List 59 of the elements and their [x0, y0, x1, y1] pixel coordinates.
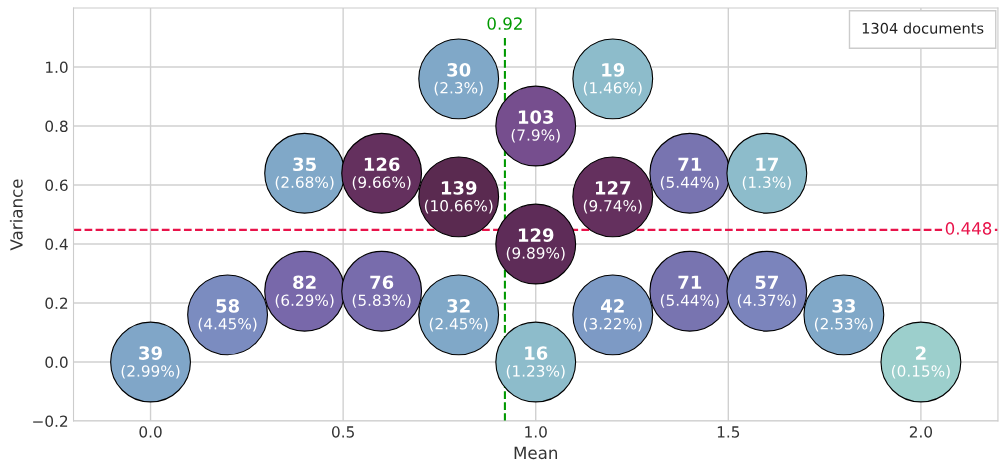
annotation: (4.37%)	[737, 294, 796, 308]
annotation: (9.74%)	[583, 199, 642, 214]
annotation: (10.66%)	[424, 199, 493, 214]
annotation: 42	[601, 299, 624, 313]
x-tick-label: 0.0	[139, 426, 162, 438]
x-tick-label: 1.5	[717, 426, 740, 438]
annotation: 39	[139, 346, 162, 360]
annotation: (0.15%)	[891, 364, 950, 379]
x-tick-label: 2.0	[909, 426, 933, 438]
annotation: (5.83%)	[352, 294, 411, 308]
y-tick-label: 0.2	[45, 297, 68, 310]
y-tick-label: 0.6	[45, 179, 68, 192]
annotation: 58	[216, 299, 240, 313]
annotation: 33	[832, 299, 855, 313]
annotation: (5.44%)	[660, 294, 719, 308]
annotation: (2.99%)	[121, 364, 180, 379]
annotation: 16	[525, 346, 548, 360]
annotation: 17	[756, 157, 778, 171]
annotation: (6.29%)	[275, 294, 334, 308]
x-axis-title: Mean	[514, 446, 558, 460]
ref-line-label: 0.448	[945, 222, 992, 235]
y-tick-label: 0.4	[45, 238, 68, 251]
annotation: 30	[447, 63, 471, 77]
annotation: 139	[441, 181, 477, 195]
annotation: (2.45%)	[429, 317, 488, 332]
annotation: 129	[518, 228, 554, 242]
annotation: 32	[447, 299, 470, 313]
annotation: 71	[678, 157, 702, 171]
annotation: (2.53%)	[814, 317, 873, 332]
y-tick-label: 0.0	[45, 356, 68, 369]
y-tick-label: 1.0	[46, 61, 68, 74]
annotation: (1.23%)	[506, 364, 565, 379]
annotation: 126	[364, 157, 400, 172]
annotation: (3.22%)	[583, 317, 642, 332]
y-tick-label: 0.8	[45, 120, 68, 133]
annotation: (9.89%)	[506, 246, 565, 261]
annotation: (7.9%)	[511, 128, 560, 143]
annotation: (9.66%)	[352, 176, 411, 190]
y-tick-label: −0.2	[33, 415, 68, 428]
annotation: 2	[916, 346, 926, 360]
annotation: (2.68%)	[275, 176, 334, 190]
annotation: 35	[293, 157, 316, 172]
annotation: 103	[518, 110, 554, 124]
annotation: (1.46%)	[583, 81, 642, 96]
annotation: 76	[370, 275, 394, 290]
annotation: (4.45%)	[198, 317, 257, 332]
y-axis-title: Variance	[9, 179, 23, 251]
ref-line-label: 0.92	[487, 17, 522, 30]
annotation: 82	[293, 275, 316, 290]
annotation: 57	[755, 275, 778, 290]
annotation: 71	[678, 275, 702, 289]
x-tick-label: 1.0	[525, 426, 547, 438]
annotation: (1.3%)	[742, 176, 791, 190]
x-tick-label: 0.5	[331, 426, 354, 438]
annotation: 127	[595, 181, 631, 195]
annotation: 19	[602, 63, 625, 77]
annotation: 1304 documents	[862, 22, 984, 34]
annotation: (2.3%)	[434, 81, 483, 96]
annotation: (5.44%)	[660, 176, 719, 190]
